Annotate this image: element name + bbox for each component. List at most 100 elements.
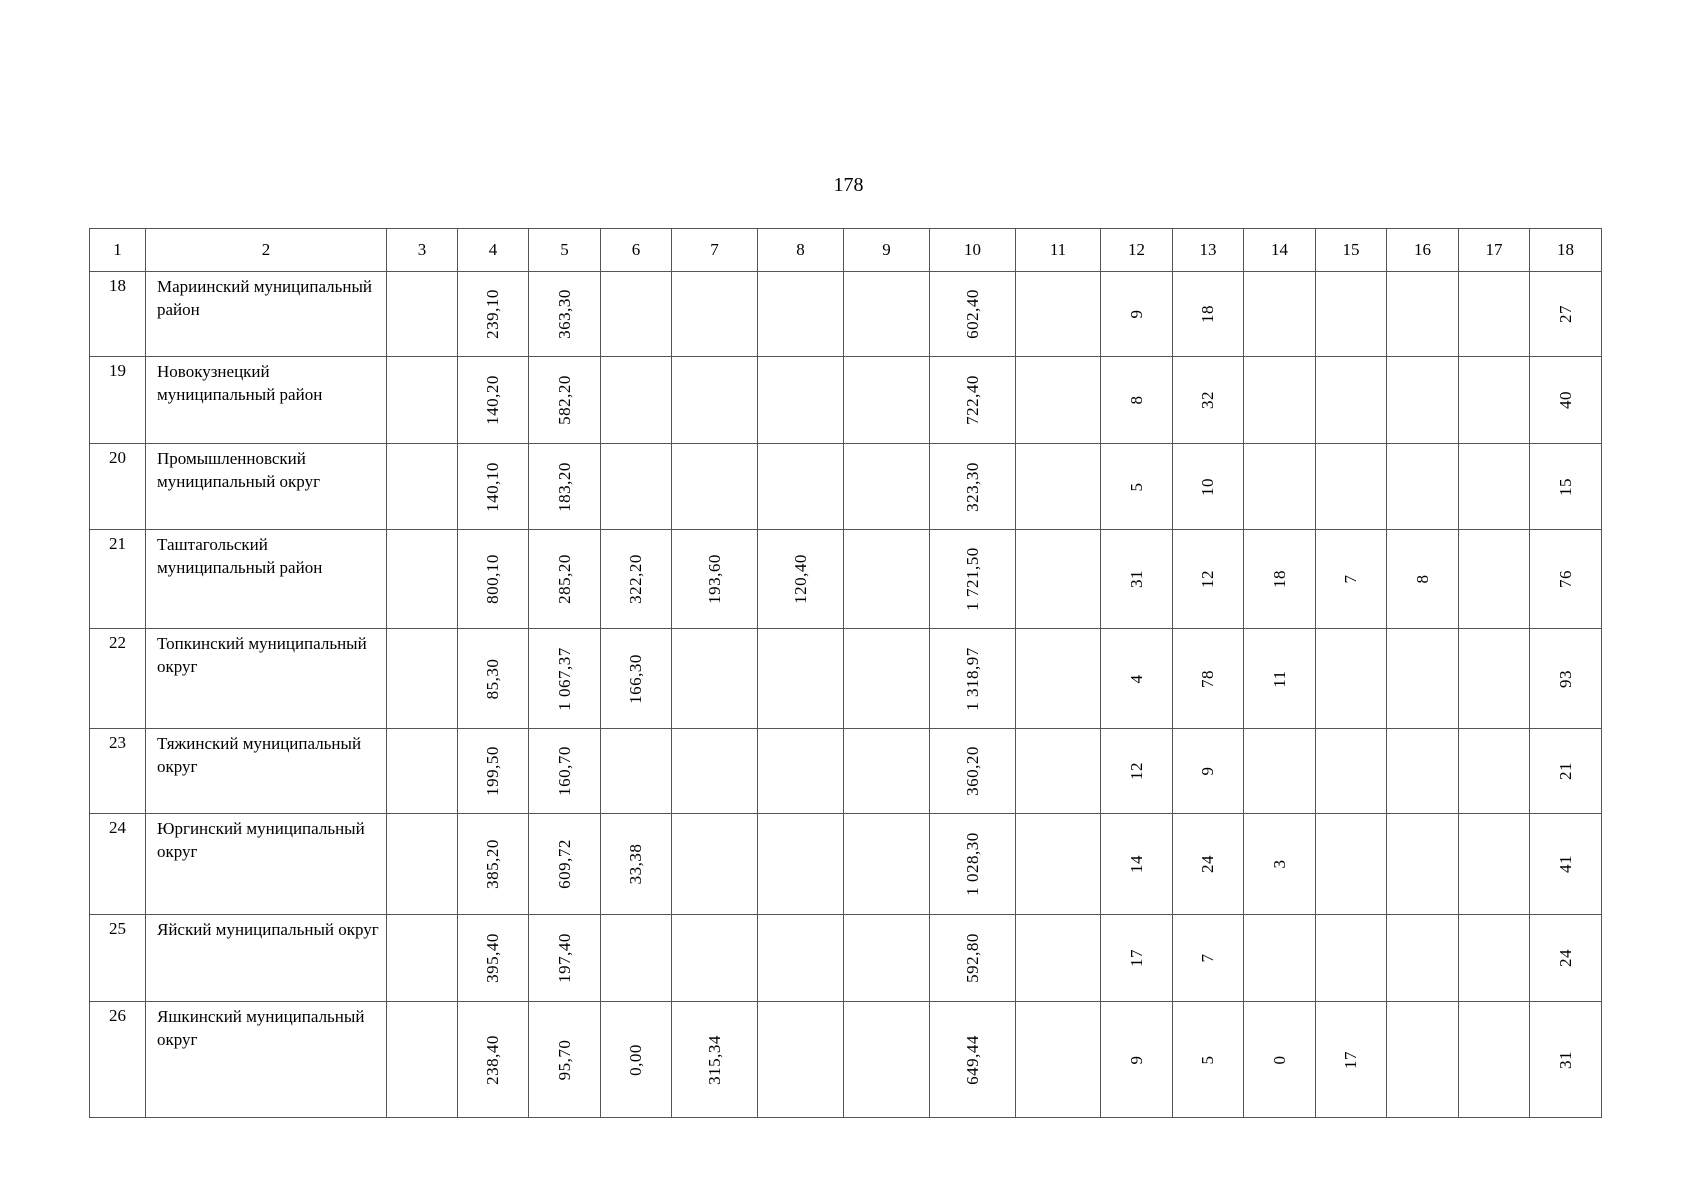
cell-col-4: 140,10 [457, 443, 529, 530]
cell-col-9 [843, 356, 930, 444]
cell-col-8 [757, 271, 844, 357]
cell-col-12: 8 [1100, 356, 1173, 444]
cell-col-6: 0,00 [600, 1001, 672, 1118]
cell-col-14: 3 [1243, 813, 1316, 915]
cell-value: 21 [1555, 762, 1575, 780]
cell-col-13: 32 [1172, 356, 1244, 444]
cell-col-16 [1386, 443, 1459, 530]
cell-col-17 [1458, 628, 1530, 729]
cell-col-14: 11 [1243, 628, 1316, 729]
cell-col-4: 800,10 [457, 529, 529, 629]
cell-value: 32 [1198, 391, 1217, 409]
cell-value: 8 [1126, 395, 1146, 405]
column-header: 4 [457, 228, 529, 272]
cell-value: 24 [1198, 855, 1217, 873]
cell-col-8: 120,40 [757, 529, 844, 629]
cell-value: 5 [1198, 1055, 1217, 1064]
cell-col-12: 9 [1100, 1001, 1173, 1118]
municipality-name: Мариинский муниципальный район [145, 271, 387, 357]
cell-col-14 [1243, 728, 1316, 814]
cell-value: 31 [1555, 1050, 1575, 1069]
cell-col-9 [843, 628, 930, 729]
cell-value: 183,20 [554, 461, 574, 512]
municipality-name: Тяжинский муниципальный округ [145, 728, 387, 814]
cell-value: 10 [1198, 477, 1217, 496]
cell-col-15 [1315, 914, 1387, 1002]
cell-value: 582,20 [554, 375, 574, 425]
cell-value: 193,60 [704, 554, 724, 604]
cell-col-11 [1015, 529, 1101, 629]
cell-col-18: 31 [1529, 1001, 1602, 1118]
cell-value: 7 [1341, 574, 1360, 584]
cell-value: 0,00 [626, 1043, 645, 1076]
cell-col-4: 385,20 [457, 813, 529, 915]
column-header: 16 [1386, 228, 1459, 272]
table-row: 24 Юргинский муниципальный округ 385,20 609… [89, 813, 1602, 915]
cell-value: 0 [1269, 1055, 1289, 1064]
cell-col-13: 10 [1172, 443, 1244, 530]
cell-col-9 [843, 728, 930, 814]
cell-col-3 [386, 813, 458, 915]
cell-value: 602,40 [962, 289, 982, 339]
cell-col-14 [1243, 271, 1316, 357]
column-header: 13 [1172, 228, 1244, 272]
cell-col-7 [671, 914, 758, 1002]
cell-col-15 [1315, 271, 1387, 357]
cell-col-4: 85,30 [457, 628, 529, 729]
cell-col-8 [757, 914, 844, 1002]
cell-col-18: 15 [1529, 443, 1602, 530]
table-row: 19 Новокузнецкий муниципальный район 140,2… [89, 356, 1602, 444]
cell-col-9 [843, 529, 930, 629]
cell-col-17 [1458, 356, 1530, 444]
cell-col-15 [1315, 628, 1387, 729]
municipality-name: Яйский муниципальный округ [145, 914, 387, 1002]
cell-col-14: 0 [1243, 1001, 1316, 1118]
cell-value: 12 [1198, 570, 1217, 588]
cell-col-18: 76 [1529, 529, 1602, 629]
cell-value: 18 [1198, 305, 1217, 323]
cell-col-5: 160,70 [528, 728, 601, 814]
column-header: 1 [89, 228, 146, 272]
cell-col-8 [757, 628, 844, 729]
cell-col-17 [1458, 443, 1530, 530]
municipality-name: Промышленновский муниципальный округ [145, 443, 387, 530]
column-header: 5 [528, 228, 601, 272]
cell-value: 78 [1198, 669, 1217, 688]
cell-col-6 [600, 914, 672, 1002]
cell-value: 33,38 [626, 843, 645, 885]
table-row: 20 Промышленновский муниципальный округ 14… [89, 443, 1602, 530]
cell-col-4: 239,10 [457, 271, 529, 357]
row-number: 23 [89, 728, 146, 814]
cell-value: 9 [1198, 766, 1217, 776]
cell-col-13: 12 [1172, 529, 1244, 629]
column-header: 9 [843, 228, 930, 272]
cell-col-12: 12 [1100, 728, 1173, 814]
cell-value: 592,80 [962, 933, 982, 983]
cell-value: 14 [1126, 855, 1146, 873]
cell-col-8 [757, 1001, 844, 1118]
cell-col-7 [671, 628, 758, 729]
column-header: 8 [757, 228, 844, 272]
row-number: 20 [89, 443, 146, 530]
cell-col-3 [386, 356, 458, 444]
cell-value: 15 [1555, 477, 1575, 496]
cell-col-13: 78 [1172, 628, 1244, 729]
cell-value: 41 [1555, 855, 1575, 873]
cell-col-7 [671, 356, 758, 444]
cell-col-10: 602,40 [929, 271, 1016, 357]
cell-col-16 [1386, 728, 1459, 814]
cell-col-10: 722,40 [929, 356, 1016, 444]
cell-col-9 [843, 271, 930, 357]
cell-value: 315,34 [704, 1034, 724, 1085]
cell-value: 322,20 [626, 554, 645, 604]
table-row: 21 Таштагольский муниципальный район 800,1… [89, 529, 1602, 629]
cell-col-13: 18 [1172, 271, 1244, 357]
cell-col-16 [1386, 914, 1459, 1002]
cell-col-11 [1015, 271, 1101, 357]
cell-col-13: 5 [1172, 1001, 1244, 1118]
cell-value: 238,40 [483, 1034, 502, 1085]
cell-value: 800,10 [483, 554, 502, 604]
cell-value: 1 067,37 [554, 646, 574, 711]
cell-value: 285,20 [554, 554, 574, 604]
cell-col-6 [600, 356, 672, 444]
